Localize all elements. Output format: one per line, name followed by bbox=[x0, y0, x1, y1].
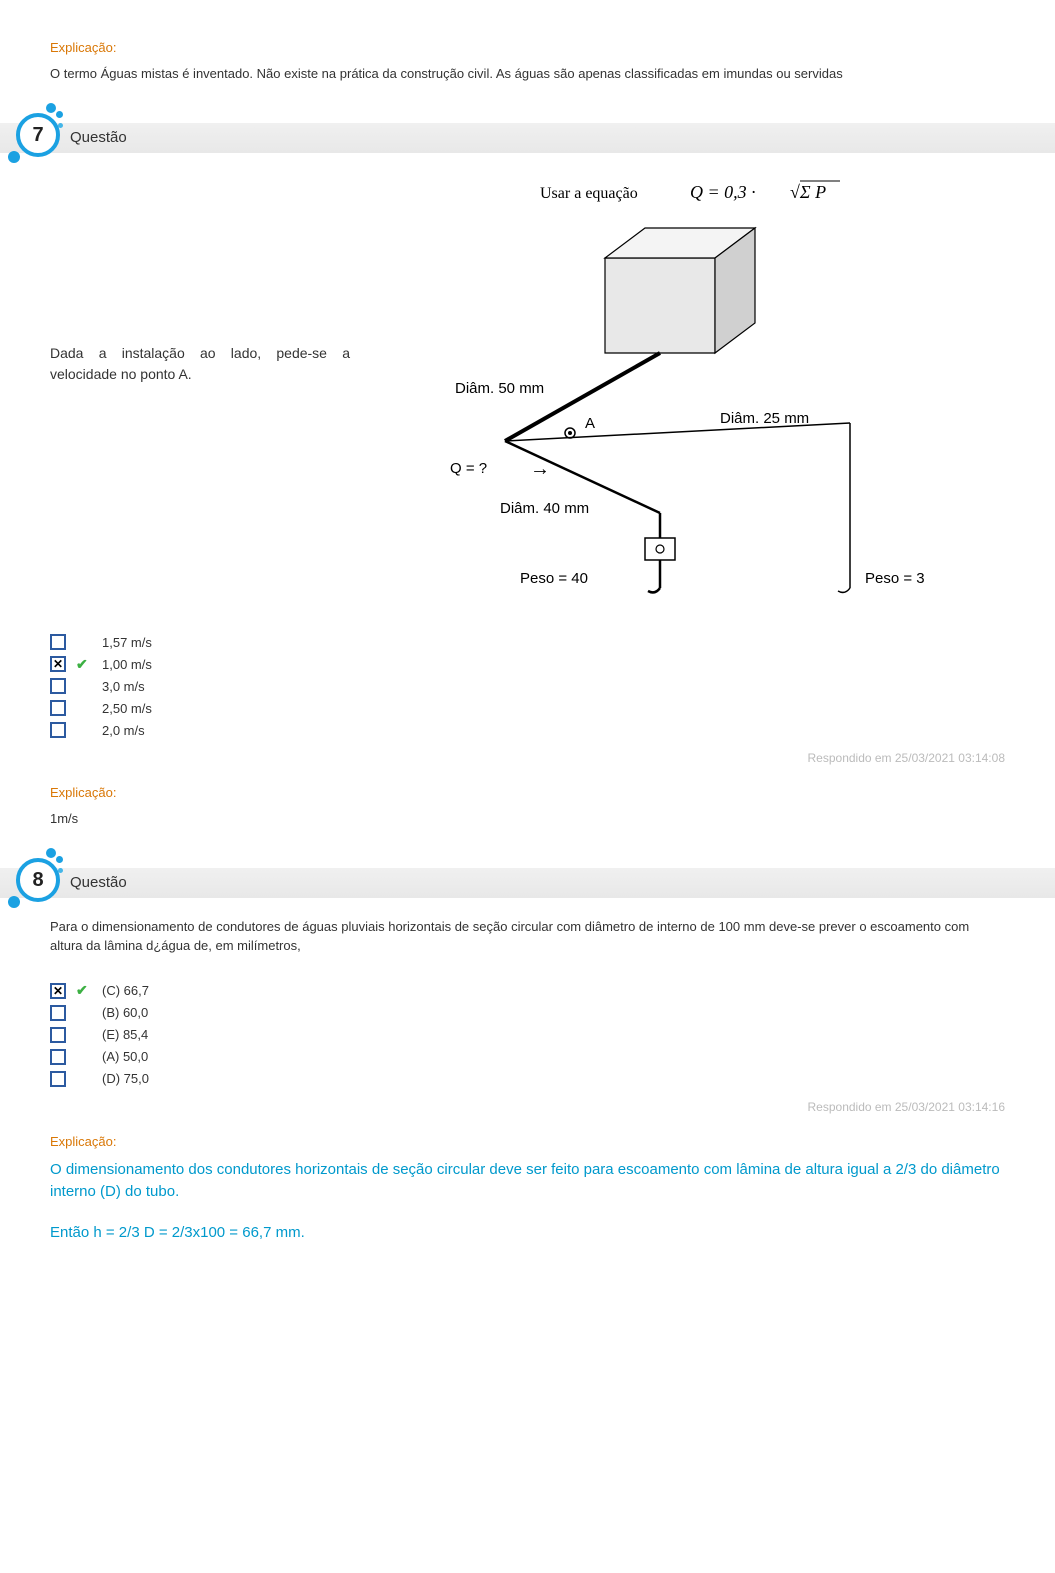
option-text: (A) 50,0 bbox=[102, 1049, 148, 1064]
q8-prompt: Para o dimensionamento de condutores de … bbox=[50, 918, 1005, 954]
option-text: 1,00 m/s bbox=[102, 657, 152, 672]
cube-icon bbox=[605, 228, 755, 353]
option-row[interactable]: (E) 85,4 bbox=[50, 1024, 1005, 1046]
option-row[interactable]: 2,0 m/s bbox=[50, 719, 1005, 741]
checkmark-icon: ✔ bbox=[76, 656, 92, 673]
option-text: 2,50 m/s bbox=[102, 701, 152, 716]
checkmark-icon: ✔ bbox=[76, 982, 92, 999]
option-row[interactable]: (A) 50,0 bbox=[50, 1046, 1005, 1068]
option-row[interactable]: (B) 60,0 bbox=[50, 1002, 1005, 1024]
label-point-a: A bbox=[585, 415, 595, 432]
option-text: (D) 75,0 bbox=[102, 1071, 149, 1086]
q7-explicacao-text: 1m/s bbox=[50, 810, 1005, 828]
option-row[interactable]: 2,50 m/s bbox=[50, 697, 1005, 719]
q8-explicacao-line1: O dimensionamento dos condutores horizon… bbox=[50, 1159, 1005, 1204]
checkbox-icon[interactable] bbox=[50, 700, 66, 716]
eq-prefix: Usar a equação bbox=[540, 185, 638, 202]
label-q: Q = ? bbox=[450, 460, 487, 477]
q7-header: 7 Questão bbox=[0, 123, 1055, 153]
option-row[interactable]: ✔ (C) 66,7 bbox=[50, 980, 1005, 1002]
pipe-50mm bbox=[505, 353, 660, 441]
option-row[interactable]: (D) 75,0 bbox=[50, 1068, 1005, 1090]
eq-q: Q = 0,3 · bbox=[690, 182, 756, 202]
eq-sqrt: √Σ P bbox=[790, 182, 826, 202]
checkbox-icon[interactable] bbox=[50, 634, 66, 650]
option-text: (B) 60,0 bbox=[102, 1005, 148, 1020]
q8-number: 8 bbox=[16, 858, 60, 902]
checkbox-icon[interactable] bbox=[50, 1005, 66, 1021]
checkbox-icon[interactable] bbox=[50, 678, 66, 694]
option-text: (C) 66,7 bbox=[102, 983, 149, 998]
label-diam50: Diâm. 50 mm bbox=[455, 380, 544, 397]
checkbox-icon[interactable] bbox=[50, 983, 66, 999]
label-diam25: Diâm. 25 mm bbox=[720, 410, 809, 427]
q7-header-label: Questão bbox=[70, 129, 127, 146]
label-diam40: Diâm. 40 mm bbox=[500, 500, 589, 517]
option-row[interactable]: 3,0 m/s bbox=[50, 675, 1005, 697]
q8-badge: 8 bbox=[8, 850, 70, 912]
q8-header: 8 Questão bbox=[0, 868, 1055, 898]
q7-prompt: Dada a instalação ao lado, pede-se a vel… bbox=[50, 173, 350, 385]
q7-options: 1,57 m/s ✔ 1,00 m/s 3,0 m/s 2,50 m/s 2,0 bbox=[50, 631, 1005, 741]
intro-explicacao-label: Explicação: bbox=[50, 40, 1005, 55]
checkbox-icon[interactable] bbox=[50, 656, 66, 672]
label-peso3: Peso = 3 bbox=[865, 570, 925, 587]
checkbox-icon[interactable] bbox=[50, 1049, 66, 1065]
intro-explicacao-text: O termo Águas mistas é inventado. Não ex… bbox=[50, 65, 1005, 83]
q7-explicacao-label: Explicação: bbox=[50, 785, 1005, 800]
option-text: 1,57 m/s bbox=[102, 635, 152, 650]
option-text: 3,0 m/s bbox=[102, 679, 145, 694]
q7-diagram: Usar a equação Q = 0,3 · √Σ P bbox=[370, 173, 1005, 606]
q8-explicacao-label: Explicação: bbox=[50, 1134, 1005, 1149]
q7-timestamp: Respondido em 25/03/2021 03:14:08 bbox=[50, 751, 1005, 765]
label-peso40: Peso = 40 bbox=[520, 570, 588, 587]
option-text: 2,0 m/s bbox=[102, 723, 145, 738]
q8-header-label: Questão bbox=[70, 874, 127, 891]
q7-badge: 7 bbox=[8, 105, 70, 167]
q8-options: ✔ (C) 66,7 (B) 60,0 (E) 85,4 (A) 50,0 bbox=[50, 980, 1005, 1090]
checkbox-icon[interactable] bbox=[50, 1071, 66, 1087]
q8-explicacao-line2: Então h = 2/3 D = 2/3x100 = 66,7 mm. bbox=[50, 1222, 1005, 1245]
checkbox-icon[interactable] bbox=[50, 1027, 66, 1043]
checkbox-icon[interactable] bbox=[50, 722, 66, 738]
option-text: (E) 85,4 bbox=[102, 1027, 148, 1042]
option-row[interactable]: ✔ 1,00 m/s bbox=[50, 653, 1005, 675]
q8-timestamp: Respondido em 25/03/2021 03:14:16 bbox=[50, 1100, 1005, 1114]
option-row[interactable]: 1,57 m/s bbox=[50, 631, 1005, 653]
q7-number: 7 bbox=[16, 113, 60, 157]
